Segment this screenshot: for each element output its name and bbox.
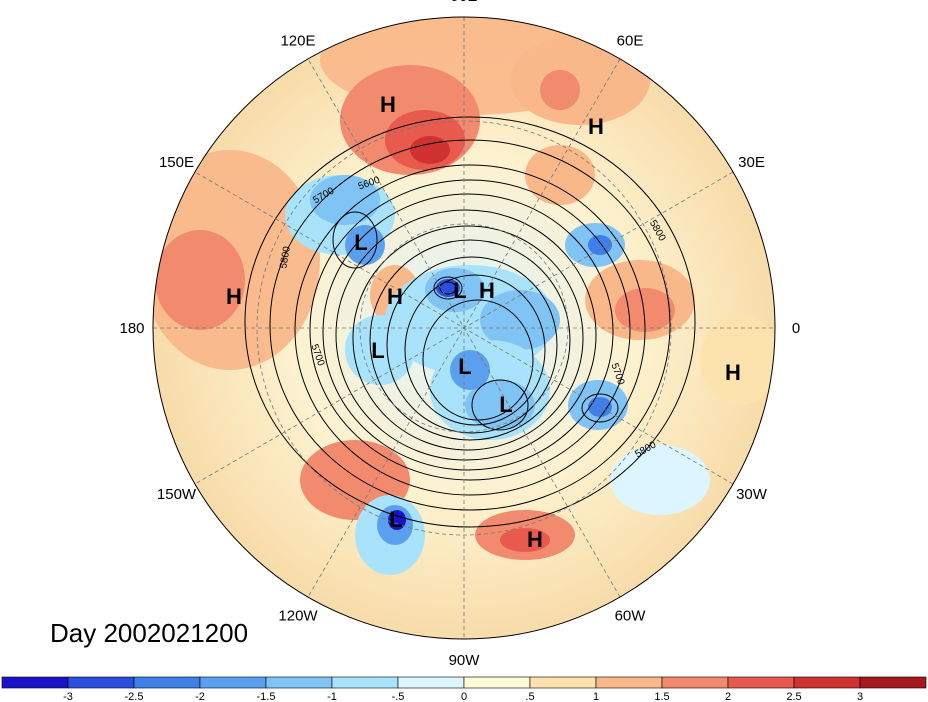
graticule xyxy=(153,17,775,639)
colorbar-swatch xyxy=(463,676,531,689)
colorbar-swatch xyxy=(265,676,333,689)
colorbar-tick-label: .5 xyxy=(525,691,534,702)
colorbar-swatch xyxy=(727,676,795,689)
colorbar-tick-label: -.5 xyxy=(392,691,405,702)
colorbar-swatch xyxy=(199,676,267,689)
colorbar-swatch xyxy=(529,676,597,689)
anomaly-field xyxy=(153,17,775,639)
colorbar-swatch xyxy=(331,676,399,689)
low-pressure-mark: L xyxy=(371,338,384,363)
longitude-label: 120E xyxy=(280,33,315,50)
colorbar-tick-label: 2 xyxy=(725,691,731,702)
low-pressure-mark: L xyxy=(453,278,466,303)
longitude-label: 60W xyxy=(615,608,647,625)
high-pressure-mark: H xyxy=(387,284,403,309)
colorbar-swatch xyxy=(595,676,663,689)
colorbar-swatch xyxy=(859,676,927,689)
longitude-label: 30E xyxy=(738,154,765,171)
high-pressure-mark: H xyxy=(380,92,396,117)
date-label: Day 2002021200 xyxy=(50,618,249,648)
colorbar-tick-label: 0 xyxy=(461,691,467,702)
colorbar-tick-label: 2.5 xyxy=(786,691,801,702)
longitude-label: 0 xyxy=(792,320,800,337)
colorbar-swatch xyxy=(133,676,201,689)
longitude-label: 90W xyxy=(449,652,481,669)
map-boundary xyxy=(152,16,776,640)
colorbar-swatch xyxy=(67,676,135,689)
longitude-label: 180 xyxy=(119,320,144,337)
colorbar-swatch xyxy=(661,676,729,689)
high-pressure-mark: H xyxy=(588,114,604,139)
longitude-label: 150W xyxy=(157,486,197,503)
colorbar-swatch xyxy=(397,676,465,689)
longitude-label: 150E xyxy=(159,154,194,171)
longitude-labels: 90E 60E 30E 0 30W 60W 90W 120W 150W 180 150E 120E xyxy=(119,0,800,669)
colorbar-tick-label: -1.5 xyxy=(257,691,276,702)
colorbar-tick-label: 3 xyxy=(857,691,863,702)
high-pressure-mark: H xyxy=(479,278,495,303)
longitude-label: 90E xyxy=(451,0,478,5)
low-pressure-mark: L xyxy=(458,354,471,379)
high-pressure-mark: H xyxy=(527,527,543,552)
colorbar-tick-label: -3 xyxy=(63,691,73,702)
colorbar-tick-label: 1 xyxy=(593,691,599,702)
low-pressure-mark: L xyxy=(389,507,402,532)
height-contours xyxy=(244,116,696,528)
high-pressure-mark: H xyxy=(725,360,741,385)
colorbar-swatch xyxy=(1,676,69,689)
high-pressure-mark: H xyxy=(226,284,242,309)
colorbar-swatch xyxy=(793,676,861,689)
longitude-label: 120W xyxy=(278,608,318,625)
colorbar-tick-label: -1 xyxy=(327,691,337,702)
colorbar-tick-label: -2 xyxy=(195,691,205,702)
colorbar-tick-label: 1.5 xyxy=(654,691,669,702)
low-pressure-mark: L xyxy=(499,392,512,417)
low-pressure-mark: L xyxy=(354,230,367,255)
colorbar: -3 -2.5 -2 -1.5 -1 -.5 0 .5 1 1.5 2 2.5 3 xyxy=(1,676,927,702)
longitude-label: 60E xyxy=(617,33,644,50)
longitude-label: 30W xyxy=(736,486,768,503)
colorbar-tick-label: -2.5 xyxy=(125,691,144,702)
anomaly-map: 90E 60E 30E 0 30W 60W 90W 120W 150W 180 150E 120E 5… xyxy=(119,0,800,669)
contour-label: 5800 xyxy=(278,245,293,269)
